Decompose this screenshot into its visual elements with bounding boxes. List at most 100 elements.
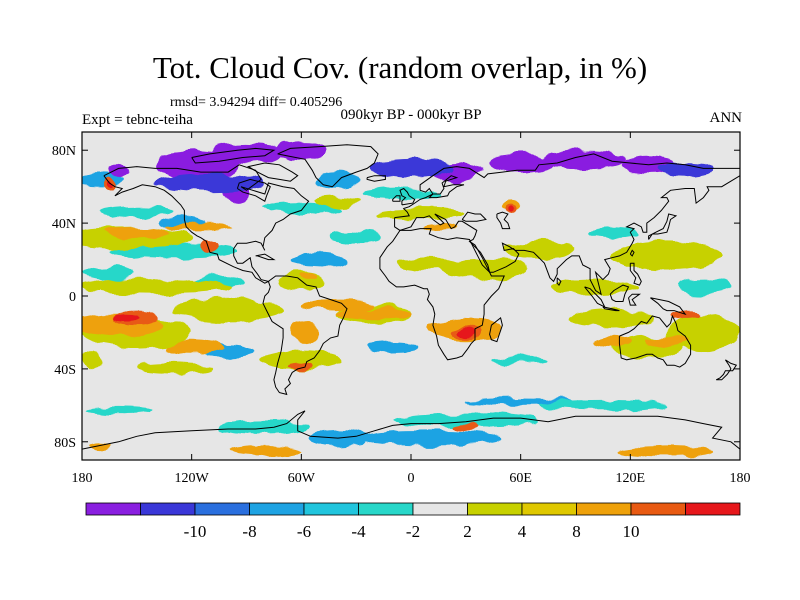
map-ticks: 180 120W 60W 0 60E 120E 180 80N 40N 0 40S 80S xyxy=(52,132,751,486)
field-patch-2 xyxy=(275,272,327,291)
coast-philippines xyxy=(629,262,642,286)
coast-cuba xyxy=(255,253,276,261)
field-patch-8 xyxy=(200,239,220,251)
x-tick-label: 0 xyxy=(408,471,415,486)
coast-south-america xyxy=(262,275,348,396)
coast-new-zealand xyxy=(715,359,738,381)
colorbar-box xyxy=(412,502,468,516)
x-tick-label: 60W xyxy=(288,471,316,486)
field-patch-2 xyxy=(502,241,576,260)
coast-greenland xyxy=(277,144,379,188)
coast-africa xyxy=(379,228,505,361)
experiment-label: Expt = tebnc-teiha xyxy=(82,112,193,128)
field-patch-10 xyxy=(508,204,515,213)
colorbar-box xyxy=(630,502,686,516)
field-patch--4 xyxy=(586,226,638,238)
field-patch-8 xyxy=(451,423,481,431)
coast-arctic-islands xyxy=(191,147,276,164)
field-patch-2 xyxy=(82,279,232,295)
field-patch-2 xyxy=(315,195,360,207)
colorbar-label: 4 xyxy=(518,522,527,541)
colorbar-label: 2 xyxy=(463,522,472,541)
field-patch--4 xyxy=(538,399,667,411)
coast-britain xyxy=(399,187,416,206)
field-patch-10 xyxy=(114,314,141,322)
season-label: ANN xyxy=(709,110,743,126)
x-tick-label: 120W xyxy=(175,471,210,486)
y-tick-label: 80N xyxy=(52,144,76,159)
field-patch-8 xyxy=(290,361,313,369)
coast-taiwan xyxy=(629,249,635,257)
field-patch--4 xyxy=(85,405,152,413)
period-label: 090kyr BP - 000kyr BP xyxy=(340,107,482,123)
field-patch--4 xyxy=(100,206,174,218)
colorbar-label: -8 xyxy=(242,522,256,541)
field-patch-10 xyxy=(458,328,474,337)
coast-java xyxy=(602,306,620,312)
field-patch-4 xyxy=(644,336,689,348)
field-patch--4 xyxy=(219,419,311,435)
field-patch-2 xyxy=(133,363,214,375)
colorbar-label: -10 xyxy=(184,522,207,541)
field-patch-4 xyxy=(103,226,170,238)
colorbar-box xyxy=(521,502,577,516)
coast-sulawesi xyxy=(628,293,642,306)
field-patch-2 xyxy=(82,350,103,369)
coast-antarctica xyxy=(82,410,740,450)
field-patch--4 xyxy=(491,356,550,364)
x-tick-label: 120E xyxy=(616,471,646,486)
field-patch-4 xyxy=(593,336,631,348)
field-patch--6 xyxy=(356,430,503,446)
field-patch-2 xyxy=(374,208,466,220)
field-patch--10 xyxy=(544,150,625,169)
field-patch-4 xyxy=(162,339,221,355)
y-tick-label: 40N xyxy=(52,217,76,232)
field-patch-4 xyxy=(301,274,320,282)
field-patch-4 xyxy=(420,223,457,231)
colorbar-label: 10 xyxy=(623,522,640,541)
coastlines xyxy=(82,144,740,450)
coast-madagascar xyxy=(489,317,503,343)
field-patch-4 xyxy=(337,308,412,320)
colorbar-label: -6 xyxy=(297,522,311,541)
field-patch--4 xyxy=(261,203,342,215)
field-patch--10 xyxy=(487,153,554,173)
field-patch--6 xyxy=(292,252,348,267)
field-patch--8 xyxy=(370,159,452,178)
colorbar-box xyxy=(576,502,632,516)
coast-new-guinea xyxy=(650,297,687,316)
field-patch-2 xyxy=(612,241,722,271)
coast-ireland xyxy=(392,195,401,202)
x-tick-label: 180 xyxy=(72,471,93,486)
field-patch--4 xyxy=(676,279,731,295)
field-patch-2 xyxy=(173,299,284,322)
colorbar-box xyxy=(467,502,523,516)
field-patch-4 xyxy=(290,321,320,344)
coast-borneo xyxy=(609,284,630,302)
colorbar-box xyxy=(85,502,141,516)
field-patch-2 xyxy=(438,257,530,280)
colorbar-box xyxy=(140,502,196,516)
field-patch-4 xyxy=(167,223,234,231)
colorbar-label: -2 xyxy=(406,522,420,541)
colorbar-label: 8 xyxy=(572,522,581,541)
colorbar: -10 -8 -6 -4 -2 2 4 8 10 xyxy=(85,502,741,541)
field-patch-2 xyxy=(261,350,342,369)
y-tick-label: 80S xyxy=(54,436,76,451)
field-patch-4 xyxy=(621,445,713,457)
colorbar-box xyxy=(303,502,359,516)
field-patch--4 xyxy=(328,232,384,244)
x-tick-label: 180 xyxy=(730,471,751,486)
coast-north-america xyxy=(103,164,310,284)
stats-line: rmsd= 3.94294 diff= 0.405296 xyxy=(170,95,343,110)
coast-eurasia xyxy=(394,153,740,296)
coast-iceland xyxy=(366,175,386,182)
field-patch--10 xyxy=(209,142,284,165)
coast-arabia-red-sea xyxy=(469,240,491,273)
colorbar-label: -4 xyxy=(351,522,366,541)
y-tick-label: 40S xyxy=(54,363,76,378)
colorbar-box xyxy=(685,502,741,516)
colorbar-box xyxy=(358,502,414,516)
field-patch-2 xyxy=(568,308,656,327)
